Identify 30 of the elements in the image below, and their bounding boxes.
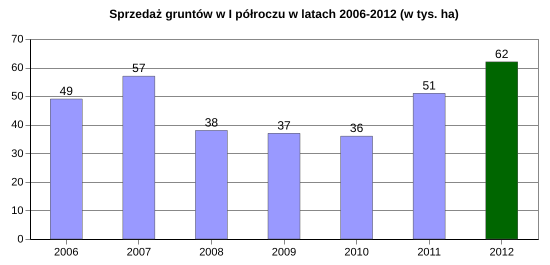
bar bbox=[485, 62, 518, 240]
data-label: 37 bbox=[277, 118, 291, 132]
y-tick-label: 30 bbox=[11, 148, 24, 160]
bar bbox=[340, 136, 373, 240]
y-tick-label: 10 bbox=[11, 204, 24, 217]
bar bbox=[50, 98, 83, 240]
data-label: 51 bbox=[422, 78, 436, 92]
x-tick-label: 2009 bbox=[272, 246, 296, 258]
data-label: 57 bbox=[132, 61, 146, 76]
x-tick-label: 2007 bbox=[126, 246, 152, 258]
chart-title: Sprzedaż gruntów w I półroczu w latach 2006-2012 (w tys. ha) bbox=[109, 7, 459, 21]
bar bbox=[122, 76, 156, 240]
x-tick-label: 2008 bbox=[199, 246, 224, 258]
y-tick-label: 60 bbox=[11, 62, 24, 74]
y-tick-label: 70 bbox=[11, 34, 24, 46]
x-tick-label: 2006 bbox=[54, 246, 79, 258]
x-tick-label: 2011 bbox=[417, 246, 441, 258]
data-label: 62 bbox=[495, 46, 509, 61]
data-label: 49 bbox=[60, 84, 74, 98]
bar bbox=[412, 93, 446, 240]
bar bbox=[195, 130, 228, 240]
y-tick-label: 0 bbox=[17, 234, 24, 246]
y-tick-label: 50 bbox=[11, 90, 24, 103]
data-label: 38 bbox=[204, 115, 218, 130]
x-tick-label: 2012 bbox=[489, 246, 514, 258]
y-tick-label: 20 bbox=[11, 176, 24, 188]
bar bbox=[268, 133, 300, 240]
x-tick-label: 2010 bbox=[344, 246, 369, 258]
data-label: 36 bbox=[350, 121, 364, 136]
y-tick-label: 40 bbox=[11, 119, 24, 132]
